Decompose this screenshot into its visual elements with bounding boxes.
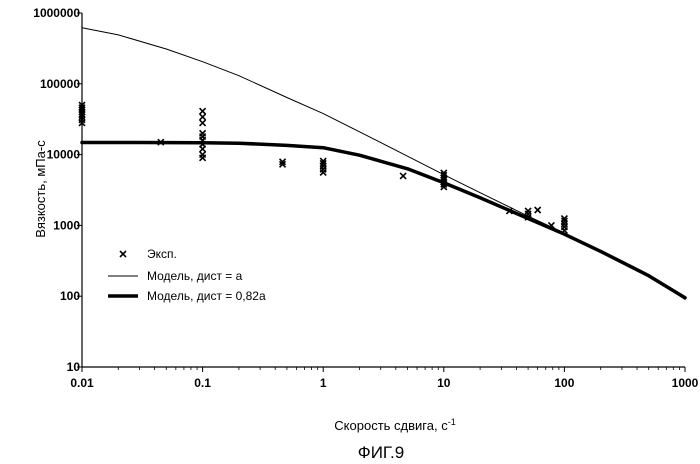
figure-caption: ФИГ.9: [358, 443, 404, 462]
y-tick-label: 10000: [47, 148, 81, 162]
x-axis-ticks: 0.01 0.1 1 10 100 1000: [70, 367, 698, 390]
x-tick-label: 0.1: [194, 376, 211, 390]
data-point: [200, 108, 206, 114]
experimental-points: [79, 102, 567, 233]
x-axis-label: Скорость сдвига, с-1: [334, 417, 455, 433]
x-tick-label: 1000: [672, 376, 699, 390]
legend-x-marker: [120, 251, 126, 257]
y-tick-label: 1000: [53, 218, 80, 232]
x-tick-label: 100: [554, 376, 574, 390]
legend-label-model-082a: Модель, дист = 0,82a: [147, 289, 266, 303]
y-tick-label: 10: [67, 360, 81, 374]
data-point: [200, 130, 206, 136]
legend-marker-exp: [120, 251, 126, 257]
legend-label-exp: Эксп.: [147, 247, 177, 261]
data-point: [200, 114, 206, 120]
y-axis-label: Вязкость, мПа-с: [33, 140, 48, 238]
legend-label-model-a: Модель, дист = a: [147, 269, 243, 283]
x-tick-label: 1: [320, 376, 327, 390]
y-tick-label: 1000000: [33, 6, 80, 20]
data-point: [535, 207, 541, 213]
data-point: [200, 120, 206, 126]
y-tick-label: 100000: [40, 77, 80, 91]
data-point: [400, 173, 406, 179]
data-point: [200, 152, 206, 158]
x-tick-label: 10: [437, 376, 451, 390]
x-axis-label-superscript: -1: [448, 417, 456, 427]
plot-axes: [82, 13, 685, 367]
legend: Эксп. Модель, дист = a Модель, дист = 0,…: [108, 247, 266, 303]
x-tick-label: 0.01: [70, 376, 94, 390]
x-axis-label-text: Скорость сдвига, с: [334, 418, 448, 433]
y-tick-label: 100: [60, 289, 80, 303]
